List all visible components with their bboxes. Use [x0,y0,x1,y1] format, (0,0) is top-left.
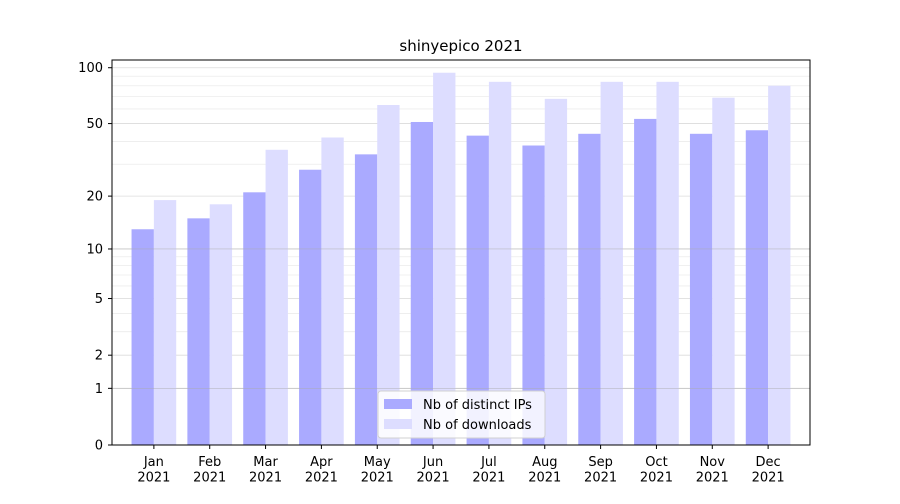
y-tick-label: 20 [86,190,103,205]
bar [243,192,266,445]
bar [187,218,210,445]
x-tick-label: Jul 2021 [472,455,505,486]
x-tick-label: Feb 2021 [193,455,226,486]
x-tick-label-line: Oct [645,455,667,470]
x-tick-label: Nov 2021 [696,455,729,486]
bar [433,72,456,446]
legend-label: Nb of distinct IPs [423,398,532,413]
x-tick-label: Jun 2021 [417,455,450,486]
x-tick-label-line: 2021 [584,471,617,486]
x-tick-label-line: 2021 [305,471,338,486]
x-tick-label-line: 2021 [249,471,282,486]
bar [153,200,177,445]
bar [321,137,344,446]
x-tick-label-line: Mar [253,455,278,470]
legend-swatch [384,419,412,429]
x-tick-label: Sep 2021 [584,455,617,486]
x-tick-label: Aug 2021 [528,455,561,486]
y-tick-label: 5 [95,292,103,307]
bar [600,81,623,445]
bar [522,145,545,445]
x-tick-label: Jan 2021 [137,455,170,486]
y-tick-label: 50 [86,117,103,132]
x-tick-label-line: Apr [310,455,333,470]
legend: Nb of distinct IPs Nb of downloads [377,390,546,439]
x-tick-label-line: Feb [198,455,221,470]
x-tick-label: May 2021 [361,455,394,486]
bar [544,98,568,445]
x-tick-label-line: 2021 [752,471,785,486]
x-tick-label-line: May [364,455,391,470]
x-tick-label: Apr 2021 [305,455,338,486]
x-tick-label-line: 2021 [640,471,673,486]
x-tick-label: Mar 2021 [249,455,282,486]
x-tick-label-line: Sep [588,455,613,470]
x-tick-label: Oct 2021 [640,455,673,486]
x-tick-label-line: 2021 [472,471,505,486]
bar [768,85,791,445]
legend-label: Nb of downloads [423,418,532,433]
plot-frame [111,59,811,446]
legend-box [377,390,546,439]
bar [410,121,434,445]
x-tick-label-line: Nov [700,455,726,470]
bar [466,135,489,445]
bar [488,81,512,445]
y-tick-label: 0 [95,439,103,454]
bar [265,149,288,445]
bars [112,72,810,446]
y-tick-label: 100 [78,61,103,76]
bar [634,118,657,445]
y-axis: 0 1 2 5 10 20 50 100 [78,61,112,454]
bar [209,204,233,445]
x-tick-label-line: 2021 [696,471,729,486]
x-tick-label-line: Jul [480,455,497,470]
x-tick-label-line: 2021 [137,471,170,486]
y-tick-label: 1 [95,382,103,397]
bar [299,169,322,445]
x-tick-label-line: Dec [756,455,781,470]
bar [131,229,154,445]
bar [354,154,378,445]
y-tick-label: 2 [95,349,103,364]
x-tick-label-line: 2021 [361,471,394,486]
bar [712,97,735,445]
chart-title: shinyepico 2021 [399,37,522,55]
bar [377,105,400,445]
x-tick-label: Dec 2021 [752,455,785,486]
x-tick-label-line: Aug [532,455,557,470]
legend-swatch [384,399,412,409]
bar [689,133,713,445]
y-tick-label: 10 [86,242,103,257]
x-tick-label-line: 2021 [417,471,450,486]
bar [745,130,769,445]
bar [578,133,601,445]
x-tick-label-line: 2021 [528,471,561,486]
x-tick-label-line: Jan [143,455,164,470]
bar [656,81,679,445]
x-tick-label-line: 2021 [193,471,226,486]
x-tick-label-line: Jun [422,455,443,470]
